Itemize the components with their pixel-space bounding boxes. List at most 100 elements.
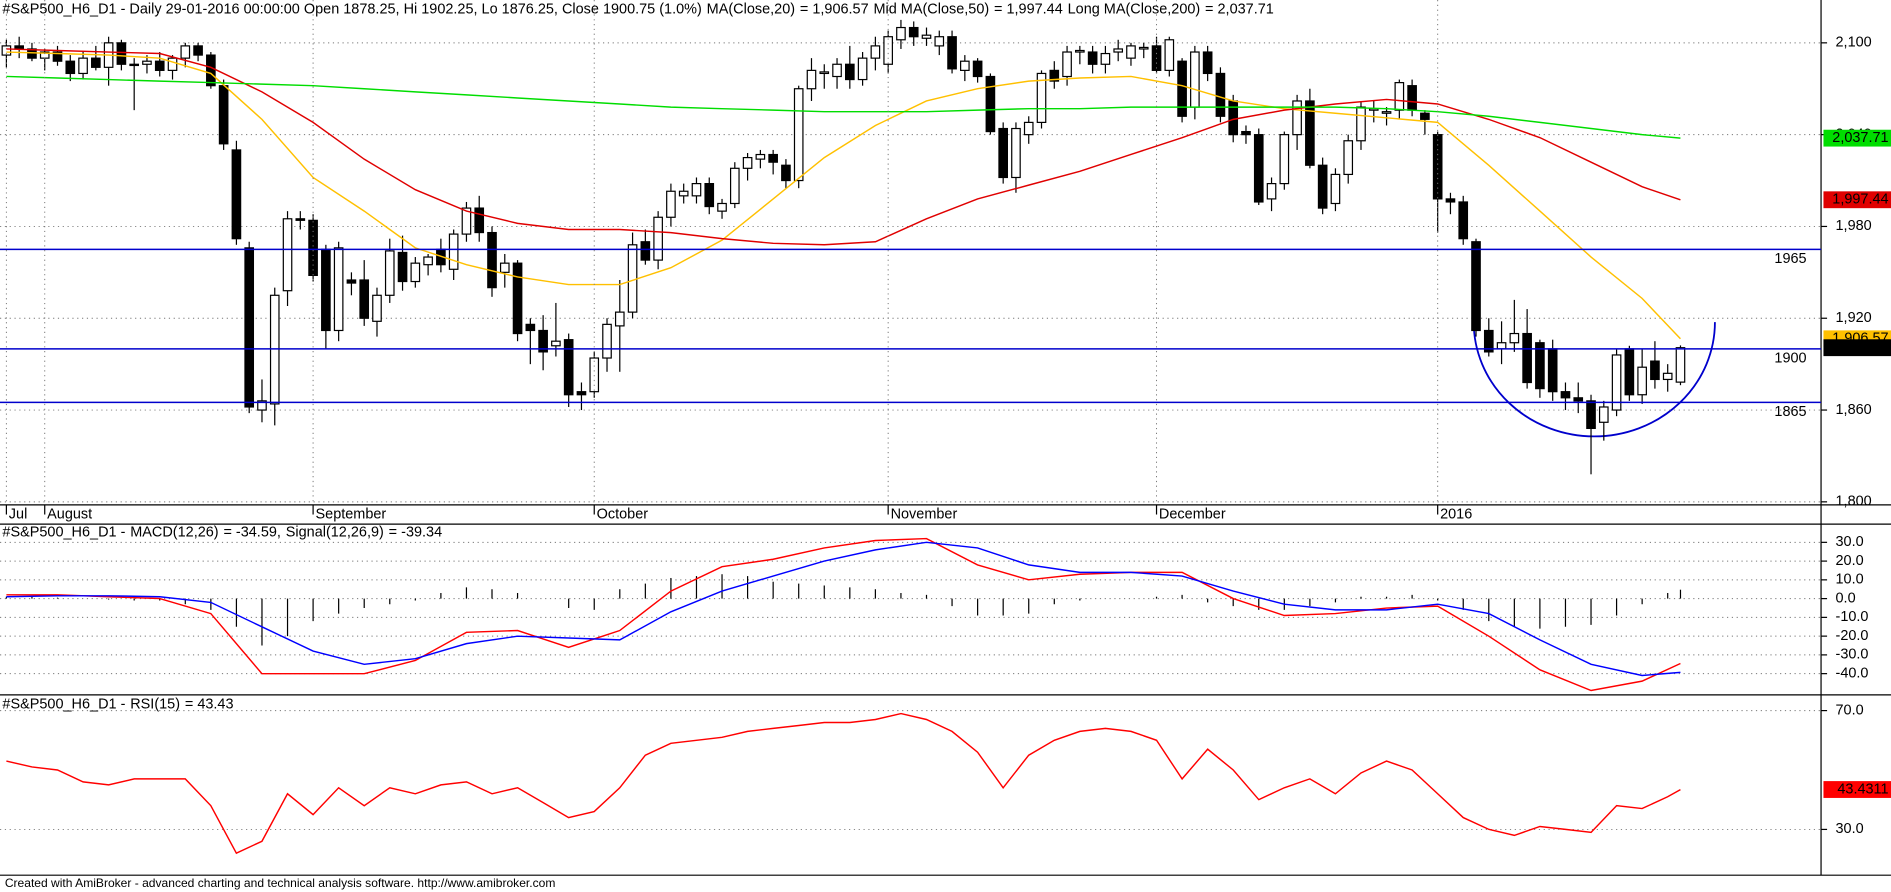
footer: Created with AmiBroker - advanced charti… [5, 876, 556, 890]
x-tick-label: August [47, 506, 92, 522]
candle-body [1547, 348, 1558, 393]
candle-body [1138, 46, 1149, 50]
y-tick-label: 1,920 [1836, 310, 1872, 326]
legend-label: Signal(12,26,9) [286, 524, 384, 540]
candle-body [116, 42, 127, 65]
candle-body [1087, 51, 1098, 65]
candle-body [1662, 372, 1673, 381]
candle-body [742, 156, 753, 169]
candle-body [870, 45, 881, 59]
candle-body [410, 262, 421, 283]
y-tick-label: 20.0 [1836, 553, 1864, 569]
x-tick-label: Jul [9, 506, 27, 522]
candle-body [1356, 106, 1366, 142]
candle-body [1190, 51, 1200, 108]
candle-body [1062, 51, 1072, 78]
candle-body [257, 400, 267, 411]
legend-label: MACD(12,26) [130, 524, 218, 540]
candle-body [1036, 72, 1047, 124]
candle-body [947, 36, 957, 70]
candle-body [1560, 391, 1571, 399]
candle-body [704, 183, 715, 208]
candle-body [1381, 111, 1392, 114]
candle-body [538, 329, 548, 353]
candle-body [1586, 400, 1596, 430]
indicator-line [6, 48, 1681, 246]
candle-body [1650, 360, 1660, 381]
candle-body [333, 247, 344, 332]
legend-label: MA(Close,20) [707, 1, 795, 17]
candle-body [142, 60, 152, 65]
candle-body [602, 323, 612, 359]
candle-body [244, 247, 255, 408]
candle-body [1509, 332, 1520, 344]
candle-body [832, 63, 842, 78]
candle-body [1049, 69, 1060, 82]
value-marker [1823, 781, 1891, 798]
candle-body [819, 71, 830, 75]
y-tick-label: -20.0 [1836, 628, 1869, 644]
candle-body [167, 57, 178, 71]
candle-body [1113, 48, 1124, 53]
candle-body [1420, 112, 1430, 120]
legend-value: = -39.34 [389, 524, 442, 540]
candle-body [1445, 198, 1456, 203]
panel-label: #S&P500_H6_D1 - [2, 524, 125, 540]
candle-body [1177, 60, 1187, 117]
candle-body [985, 75, 996, 133]
candle-body [1598, 406, 1609, 423]
candle-body [1305, 100, 1315, 166]
candle-body [499, 262, 510, 273]
x-tick-label: September [316, 506, 387, 522]
candle-body [1458, 201, 1469, 240]
candle-body [1202, 51, 1213, 75]
candle-body [806, 69, 817, 90]
y-tick-label: 70.0 [1836, 702, 1864, 718]
y-tick-label: 10.0 [1836, 572, 1864, 588]
candle-body [1317, 164, 1328, 209]
candle-body [1011, 127, 1021, 179]
legend-label: RSI(15) [130, 696, 180, 712]
y-tick-label: -40.0 [1836, 665, 1869, 681]
candle-body [1483, 329, 1494, 353]
candle-body [487, 231, 497, 289]
candle-body [91, 57, 101, 68]
y-tick-label: 30.0 [1836, 821, 1864, 837]
candle-body [1573, 397, 1584, 402]
candle-body [65, 60, 76, 75]
value-marker-label: 1,997.44 [1832, 192, 1888, 208]
candle-body [896, 26, 906, 41]
candle-body [423, 256, 433, 266]
x-tick-label: 2016 [1440, 506, 1472, 522]
candle-body [793, 88, 804, 182]
candle-body [845, 63, 855, 81]
candle-body [1, 45, 12, 56]
legend-value: = 43.43 [185, 696, 234, 712]
candle-body [1624, 348, 1635, 396]
value-marker [1823, 129, 1891, 147]
indicator-line [6, 51, 1681, 340]
y-tick-label: 0.0 [1836, 590, 1856, 606]
legend-label: Long MA(Close,200) [1068, 1, 1201, 17]
candle-body [627, 244, 638, 313]
candle-body [755, 153, 766, 160]
value-marker [1823, 339, 1891, 357]
candle-body [372, 294, 382, 322]
legend-value: = 1,906.57 [800, 1, 869, 17]
candle-body [461, 207, 472, 235]
candle-body [1279, 134, 1290, 185]
value-marker-label: 1,900.75 [1832, 340, 1888, 356]
level-label: 1965 [1774, 251, 1806, 267]
legend-label: Mid MA(Close,50) [873, 1, 989, 17]
candle-body [666, 190, 676, 218]
candle-body [1407, 85, 1417, 111]
chart-title: #S&P500_H6_D1 - Daily 29-01-2016 00:00:0… [2, 1, 701, 17]
candle-body [1126, 45, 1136, 59]
candle-body [512, 262, 523, 335]
y-tick-label: -30.0 [1836, 647, 1869, 663]
candle-body [397, 251, 408, 283]
candle-body [1292, 100, 1302, 136]
candle-body [218, 85, 229, 145]
candle-body [576, 391, 587, 396]
indicator-line [6, 712, 1681, 855]
